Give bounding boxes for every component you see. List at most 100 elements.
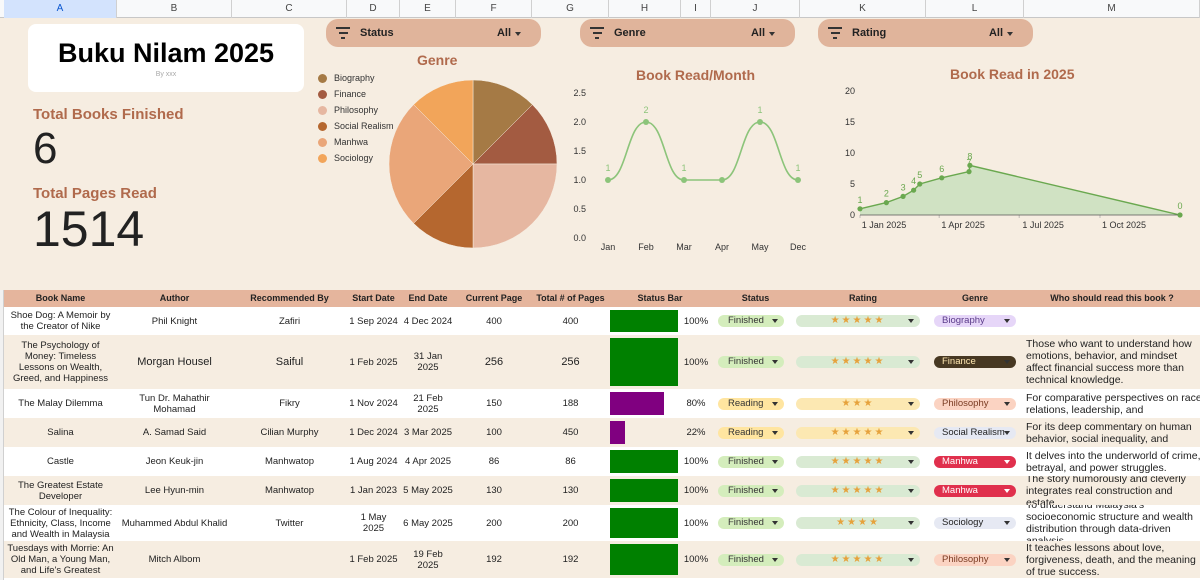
cell-rec[interactable]: Manhwatop — [264, 485, 315, 496]
cell-who[interactable]: For comparative perspectives on race rel… — [1026, 391, 1200, 416]
cell-total[interactable]: 86 — [565, 456, 576, 467]
cell-who[interactable] — [1026, 307, 1200, 335]
genre-chip[interactable]: Social Realism — [934, 426, 1016, 439]
rating-chip[interactable]: ★★★★★ — [796, 484, 920, 497]
column-header-H[interactable]: H — [609, 0, 681, 18]
rating-chip[interactable]: ★★★★★ — [796, 455, 920, 468]
table-row[interactable]: The Psychology of Money: Timeless Lesson… — [4, 335, 1200, 389]
cell-start[interactable]: 1 Jan 2023 — [349, 485, 397, 496]
column-header-K[interactable]: K — [800, 0, 926, 18]
cell-start[interactable]: 1 Sep 2024 — [349, 315, 398, 327]
cell-total[interactable]: 130 — [562, 485, 579, 496]
column-header-M[interactable]: M — [1024, 0, 1200, 18]
cell-rec[interactable]: Saiful — [275, 355, 304, 368]
cell-author[interactable]: A. Samad Said — [142, 427, 207, 438]
cell-book[interactable]: Tuesdays with Morrie: An Old Man, a Youn… — [7, 543, 114, 576]
cell-book[interactable]: Shoe Dog: A Memoir by the Creator of Nik… — [10, 310, 111, 332]
cell-total[interactable]: 188 — [562, 398, 579, 409]
cell-author[interactable]: Mitch Albom — [148, 554, 201, 565]
cell-author[interactable]: Jeon Keuk-jin — [145, 456, 204, 467]
header-end-date[interactable]: End Date — [408, 293, 448, 303]
cell-end[interactable]: 5 May 2025 — [403, 485, 453, 496]
cell-start[interactable]: 1 Feb 2025 — [349, 554, 398, 565]
cell-cur[interactable]: 200 — [486, 517, 502, 529]
cell-who[interactable]: For its deep commentary on human behavio… — [1026, 420, 1192, 445]
cell-book[interactable]: The Malay Dilemma — [18, 398, 103, 409]
cell-pct[interactable]: 100% — [683, 485, 709, 496]
genre-chip[interactable]: Biography — [934, 315, 1016, 327]
cell-pct[interactable]: 100% — [683, 315, 709, 327]
status-chip[interactable]: Finished — [718, 484, 784, 497]
column-header-I[interactable]: I — [681, 0, 711, 18]
rating-chip[interactable]: ★★★★★ — [796, 356, 920, 368]
cell-who[interactable]: It teaches lessons about love, forgivene… — [1026, 541, 1196, 578]
cell-cur[interactable]: 192 — [486, 554, 502, 565]
rating-chip[interactable]: ★★★★★ — [796, 315, 920, 327]
cell-total[interactable]: 200 — [562, 517, 579, 529]
genre-chip[interactable]: Sociology — [934, 517, 1016, 529]
rating-chip[interactable]: ★★★★★ — [796, 426, 920, 439]
cell-rec[interactable]: Fikry — [279, 398, 300, 409]
table-row[interactable]: Salina A. Samad Said Cilian Murphy 1 Dec 20… — [4, 418, 1200, 447]
cell-author[interactable]: Phil Knight — [151, 315, 198, 327]
cell-cur[interactable]: 100 — [486, 427, 502, 438]
cell-start[interactable]: 1 May 2025 — [360, 512, 387, 534]
cell-rec[interactable]: Zafiri — [278, 315, 301, 327]
cell-who[interactable]: To understand Malaysia's socioeconomic s… — [1026, 505, 1193, 541]
table-row[interactable]: Castle Jeon Keuk-jin Manhwatop 1 Aug 2024 4 … — [4, 447, 1200, 476]
cell-start[interactable]: 1 Aug 2024 — [349, 456, 398, 467]
column-header-B[interactable]: B — [117, 0, 232, 18]
cell-author[interactable]: Muhammed Abdul Khalid — [121, 517, 228, 529]
cell-total[interactable]: 400 — [562, 315, 579, 327]
cell-total[interactable]: 192 — [562, 554, 579, 565]
cell-cur[interactable]: 256 — [484, 355, 504, 368]
cell-book[interactable]: The Psychology of Money: Timeless Lesson… — [12, 340, 109, 384]
column-header-A[interactable]: A — [4, 0, 117, 18]
header-genre[interactable]: Genre — [961, 293, 988, 303]
cell-book[interactable]: The Colour of Inequality: Ethnicity, Cla… — [8, 506, 113, 540]
cell-author[interactable]: Tun Dr. Mahathir Mohamad — [139, 392, 210, 415]
status-chip[interactable]: Finished — [718, 517, 784, 529]
cell-pct[interactable]: 100% — [683, 356, 709, 368]
cell-book[interactable]: Castle — [47, 456, 74, 467]
table-row[interactable]: The Greatest Estate Developer Lee Hyun-mi… — [4, 476, 1200, 505]
rating-chip[interactable]: ★★★★ — [796, 517, 920, 529]
cell-end[interactable]: 19 Feb 2025 — [413, 548, 443, 571]
header-current-page[interactable]: Current Page — [465, 293, 523, 303]
cell-rec[interactable]: Manhwatop — [264, 456, 315, 467]
cell-end[interactable]: 4 Apr 2025 — [405, 456, 451, 467]
column-header-D[interactable]: D — [347, 0, 400, 18]
status-chip[interactable]: Reading — [718, 426, 784, 439]
header-status[interactable]: Status — [741, 293, 770, 303]
cell-start[interactable]: 1 Nov 2024 — [349, 398, 398, 409]
cell-rec[interactable]: Cilian Murphy — [260, 427, 319, 438]
filter-status[interactable]: Status All — [326, 19, 541, 47]
cell-end[interactable]: 4 Dec 2024 — [403, 315, 453, 327]
cell-rec[interactable] — [234, 541, 345, 578]
cell-rec[interactable]: Twitter — [275, 517, 304, 529]
cell-end[interactable]: 21 Feb 2025 — [413, 392, 443, 415]
cell-author[interactable]: Lee Hyun-min — [144, 485, 205, 496]
cell-pct[interactable]: 22% — [686, 427, 706, 438]
filter-genre[interactable]: Genre All — [580, 19, 795, 47]
cell-cur[interactable]: 86 — [488, 456, 500, 467]
cell-end[interactable]: 3 Mar 2025 — [403, 427, 453, 438]
column-header-L[interactable]: L — [926, 0, 1024, 18]
column-header-F[interactable]: F — [456, 0, 532, 18]
cell-end[interactable]: 6 May 2025 — [403, 517, 453, 529]
header-status-bar[interactable]: Status Bar — [637, 293, 683, 303]
header-book-name[interactable]: Book Name — [35, 293, 86, 303]
status-chip[interactable]: Finished — [718, 455, 784, 468]
header-author[interactable]: Author — [159, 293, 190, 303]
cell-start[interactable]: 1 Feb 2025 — [349, 356, 398, 368]
cell-pct[interactable]: 100% — [683, 456, 709, 467]
table-row[interactable]: The Malay Dilemma Tun Dr. Mahathir Mohama… — [4, 389, 1200, 418]
column-header-G[interactable]: G — [532, 0, 609, 18]
cell-cur[interactable]: 400 — [486, 315, 502, 327]
cell-cur[interactable]: 130 — [486, 485, 502, 496]
status-chip[interactable]: Finished — [718, 553, 784, 566]
cell-pct[interactable]: 80% — [686, 398, 706, 409]
cell-who[interactable]: Those who want to understand how emotion… — [1026, 338, 1192, 386]
cell-total[interactable]: 256 — [561, 355, 580, 368]
genre-chip[interactable]: Manhwa — [934, 455, 1016, 468]
